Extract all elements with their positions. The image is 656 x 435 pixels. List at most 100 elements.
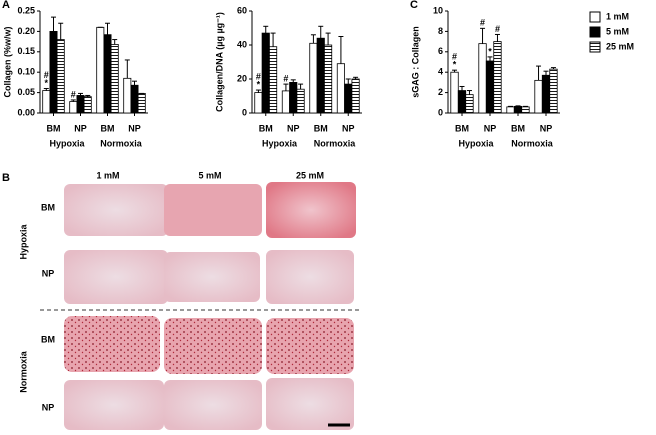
histology-image (64, 184, 168, 236)
bar (549, 68, 558, 114)
row-label: NP (42, 402, 55, 412)
histology-image (266, 250, 354, 304)
significance-mark: # (480, 18, 485, 28)
bar (351, 78, 360, 114)
y-axis-label: Collagen/DNA (µg µg⁻¹) (214, 12, 224, 112)
legend-swatch (589, 41, 601, 53)
legend-label: 5 mM (606, 26, 629, 36)
legend-label: 1 mM (606, 11, 629, 21)
significance-mark: * (453, 60, 457, 70)
y-tick-label: 0.25 (17, 5, 35, 15)
histology-image (266, 378, 354, 430)
bar (269, 46, 278, 114)
panel-label: A (2, 0, 10, 11)
significance-mark: # (495, 24, 500, 34)
histology-image (64, 380, 164, 430)
bar (130, 84, 139, 114)
bar (123, 77, 132, 114)
panel-b: B 1 mM 5 mM 25 mM BM NP BM NP Hypoxia No… (2, 170, 362, 430)
y-tick-label: 0.10 (17, 67, 35, 77)
bar (541, 74, 551, 114)
bar (344, 83, 353, 114)
y-tick-label: 0 (242, 107, 247, 117)
significance-mark: * (257, 79, 261, 89)
x-tick-label: BM (314, 123, 328, 133)
bar (457, 90, 467, 114)
bar (450, 71, 459, 114)
legend-swatch (589, 26, 601, 38)
significance-mark: # (44, 70, 49, 80)
histology-image (164, 380, 262, 430)
legend-swatch (589, 11, 601, 23)
bar (261, 32, 270, 114)
bar (296, 88, 305, 114)
histology-image (164, 252, 260, 302)
row-label: BM (41, 334, 55, 344)
x-tick-label: NP (74, 123, 87, 133)
group-label: Normoxia (314, 138, 357, 148)
x-tick-label: BM (101, 123, 115, 133)
x-tick-label: NP (484, 123, 497, 133)
histology-image (64, 250, 168, 304)
y-tick-label: 0.00 (17, 107, 35, 117)
significance-mark: # (452, 52, 457, 62)
group-label: Hypoxia (262, 138, 298, 148)
condition-label: Normoxia (18, 350, 28, 393)
bar (324, 44, 333, 114)
bar (485, 60, 495, 114)
x-tick-label: BM (455, 123, 469, 133)
bar (281, 90, 290, 114)
bar (49, 30, 58, 114)
y-tick-label: 0.15 (17, 46, 35, 56)
histology-image (266, 318, 354, 374)
panel-label: C (410, 0, 418, 11)
y-axis-label: Collagen (%w/w) (2, 26, 12, 97)
bar (83, 96, 92, 114)
y-tick-label: 60 (237, 5, 247, 15)
group-label: Hypoxia (458, 138, 494, 148)
column-label: 25 mM (296, 170, 324, 180)
bar (137, 93, 146, 114)
bar (478, 43, 487, 114)
x-tick-label: BM (259, 123, 273, 133)
histology-image (164, 318, 262, 374)
x-tick-label: BM (511, 123, 525, 133)
y-tick-label: 20 (237, 73, 247, 83)
bar (289, 82, 298, 114)
bar (254, 92, 263, 114)
column-label: 5 mM (198, 170, 221, 180)
histology-image (266, 182, 356, 238)
y-tick-label: 0 (438, 107, 443, 117)
y-tick-label: 0.05 (17, 87, 35, 97)
bar (76, 95, 85, 114)
histology-image (64, 316, 160, 372)
y-tick-label: 10 (433, 5, 443, 15)
group-label: Normoxia (511, 138, 554, 148)
x-tick-label: NP (287, 123, 300, 133)
bar (96, 26, 105, 114)
bar (316, 37, 325, 114)
bar (309, 42, 318, 114)
bar (521, 106, 530, 114)
y-axis-label: sGAG : Collagen (410, 26, 420, 98)
y-tick-label: 0.20 (17, 26, 35, 36)
bar (336, 63, 345, 114)
bar (534, 79, 543, 114)
x-tick-label: NP (128, 123, 141, 133)
column-label: 1 mM (96, 170, 119, 180)
legend-label: 25 mM (606, 41, 634, 51)
y-tick-label: 6 (438, 46, 443, 56)
bar (465, 94, 474, 114)
x-tick-label: NP (540, 123, 553, 133)
bar (56, 39, 65, 114)
bar (42, 90, 51, 114)
bar (103, 34, 112, 114)
group-label: Hypoxia (49, 138, 85, 148)
bar (493, 41, 502, 114)
y-tick-label: 8 (438, 26, 443, 36)
histology-image (164, 184, 262, 236)
x-tick-label: BM (47, 123, 61, 133)
row-label: BM (41, 202, 55, 212)
bar (506, 106, 515, 114)
